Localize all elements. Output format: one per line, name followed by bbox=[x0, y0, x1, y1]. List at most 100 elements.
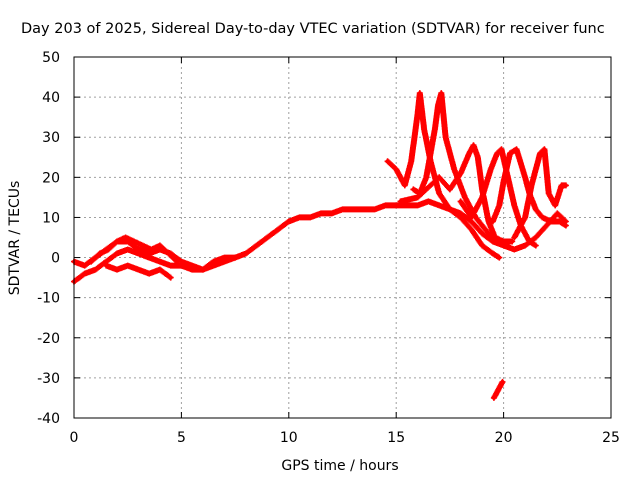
series-outlier bbox=[490, 378, 506, 401]
data-layer bbox=[71, 90, 569, 401]
data-point bbox=[351, 207, 356, 212]
x-tick-label: 0 bbox=[70, 430, 79, 446]
data-point bbox=[500, 379, 505, 384]
data-point bbox=[486, 231, 491, 236]
data-point bbox=[514, 147, 519, 152]
x-tick-label: 20 bbox=[495, 430, 513, 446]
data-point bbox=[104, 263, 109, 268]
data-point bbox=[340, 207, 345, 212]
data-point bbox=[523, 243, 528, 248]
data-point bbox=[140, 243, 145, 248]
data-point bbox=[469, 219, 474, 224]
data-point bbox=[412, 135, 417, 140]
data-point bbox=[486, 219, 491, 224]
data-point bbox=[480, 243, 485, 248]
data-point bbox=[136, 247, 141, 252]
data-point bbox=[469, 227, 474, 232]
data-point bbox=[508, 151, 512, 156]
data-point bbox=[498, 383, 503, 388]
y-tick-label: 20 bbox=[42, 170, 60, 186]
data-point bbox=[499, 147, 504, 152]
data-point bbox=[559, 183, 564, 188]
y-tick-label: 0 bbox=[51, 251, 60, 267]
data-point bbox=[458, 215, 463, 220]
data-point bbox=[106, 247, 111, 252]
data-point bbox=[97, 251, 102, 256]
data-point bbox=[415, 111, 420, 116]
data-point bbox=[512, 235, 517, 240]
data-point bbox=[297, 215, 302, 220]
data-point bbox=[437, 203, 442, 208]
data-point bbox=[125, 247, 130, 252]
data-point bbox=[557, 219, 562, 224]
data-point bbox=[276, 227, 281, 232]
data-point bbox=[319, 211, 323, 216]
axis-layer: 0 5 10 15 20 25 -40 -30 -20 -10 0 10 20 30 40 50 bbox=[37, 50, 620, 446]
data-point bbox=[443, 135, 448, 140]
data-point bbox=[190, 263, 195, 268]
data-point bbox=[452, 167, 457, 172]
data-point bbox=[426, 199, 431, 204]
data-point bbox=[523, 215, 528, 220]
data-point bbox=[563, 183, 568, 188]
data-point bbox=[529, 183, 534, 188]
data-point bbox=[362, 207, 366, 212]
chart-title: Day 203 of 2025, Sidereal Day-to-day VTE… bbox=[21, 21, 605, 37]
data-point bbox=[409, 159, 414, 164]
data-point bbox=[533, 235, 538, 240]
data-point bbox=[402, 183, 407, 188]
data-point bbox=[467, 151, 472, 156]
data-point bbox=[132, 239, 137, 244]
y-tick-label: -20 bbox=[37, 331, 60, 347]
series-track-3 bbox=[88, 234, 181, 265]
data-point bbox=[89, 259, 94, 264]
data-point bbox=[538, 151, 543, 156]
data-point bbox=[432, 127, 437, 132]
data-point bbox=[462, 195, 467, 200]
data-point bbox=[404, 203, 409, 208]
y-tick-label: 30 bbox=[42, 130, 60, 146]
data-point bbox=[540, 215, 545, 220]
data-point bbox=[523, 175, 528, 180]
data-point bbox=[175, 259, 180, 264]
data-point bbox=[243, 251, 248, 256]
data-point bbox=[501, 179, 506, 184]
data-point bbox=[475, 155, 480, 160]
data-point bbox=[329, 211, 334, 216]
data-point bbox=[512, 203, 517, 208]
data-point bbox=[104, 259, 109, 264]
data-point bbox=[265, 235, 270, 240]
data-point bbox=[422, 127, 427, 132]
data-point bbox=[533, 167, 538, 172]
data-point bbox=[415, 203, 420, 208]
data-point bbox=[157, 243, 162, 248]
data-point bbox=[168, 263, 173, 268]
data-point bbox=[542, 147, 547, 152]
x-tick-label: 5 bbox=[177, 430, 186, 446]
data-point bbox=[254, 243, 259, 248]
x-axis-label: GPS time / hours bbox=[281, 458, 398, 474]
x-tick-label: 15 bbox=[387, 430, 405, 446]
data-point bbox=[480, 231, 485, 236]
y-tick-label: -40 bbox=[37, 411, 60, 427]
data-point bbox=[533, 207, 538, 212]
data-point bbox=[512, 247, 517, 252]
data-point bbox=[437, 175, 442, 180]
data-point bbox=[115, 251, 119, 256]
data-point bbox=[480, 195, 485, 200]
data-point bbox=[447, 207, 452, 212]
data-point bbox=[136, 267, 141, 272]
data-point bbox=[491, 395, 496, 400]
series-track-4 bbox=[103, 262, 174, 281]
data-point bbox=[200, 267, 205, 272]
data-point bbox=[211, 259, 216, 264]
data-point bbox=[490, 219, 495, 224]
data-point bbox=[157, 267, 162, 272]
series-spike-6 bbox=[511, 146, 569, 241]
data-point bbox=[428, 151, 433, 156]
data-point bbox=[458, 171, 463, 176]
data-point bbox=[372, 207, 377, 212]
data-point bbox=[147, 255, 152, 260]
data-point bbox=[385, 159, 390, 164]
